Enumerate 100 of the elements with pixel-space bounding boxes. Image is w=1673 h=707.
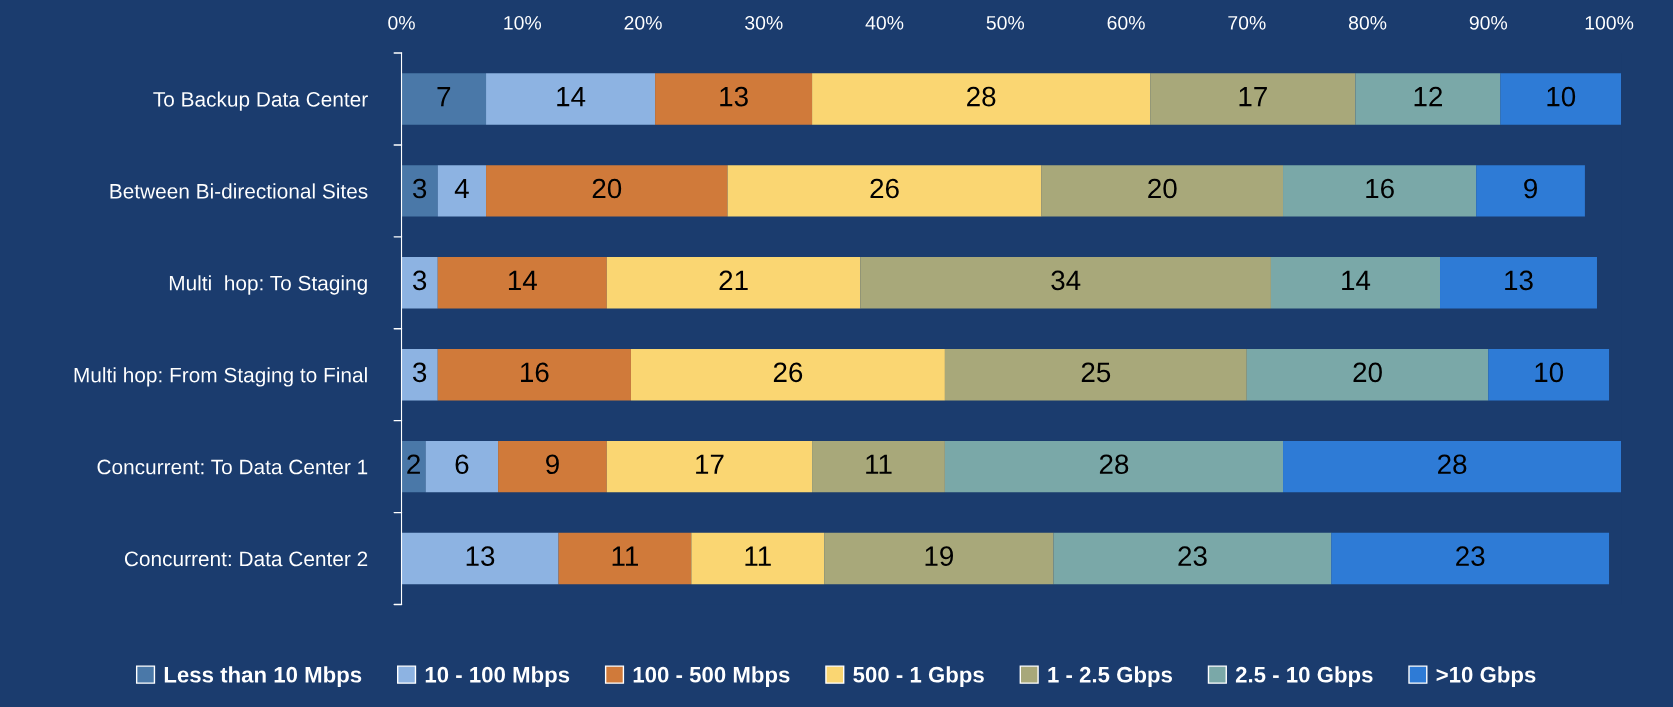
x-tick-label: 0% [388,15,415,30]
data-label: 11 [866,454,892,474]
x-tick-label: 60% [1107,15,1145,30]
bar [691,532,825,585]
data-label: 19 [925,546,954,566]
bar [1500,73,1622,125]
data-label: 26 [773,362,803,383]
bar [1476,165,1585,217]
data-label: 23 [1178,546,1207,566]
legend-label: >10 Gbps [1436,666,1536,687]
legend-label: 2.5 - 10 Gbps [1235,666,1373,687]
bar [401,257,438,309]
bar [727,165,1042,217]
data-label: 11 [612,546,638,566]
data-label: 9 [1524,178,1537,199]
bar [1440,257,1597,309]
y-tick-label: Concurrent: Data Center 2 [124,551,368,567]
bar [1283,440,1622,493]
data-label: 4 [454,178,469,199]
data-label: 26 [870,178,899,199]
bar [1331,532,1610,585]
bar [498,440,607,493]
x-tick-label: 100% [1585,15,1634,30]
data-label: 23 [1456,546,1485,566]
bar [401,348,438,401]
bar [401,73,487,125]
data-label: 16 [1366,178,1394,199]
data-label: 28 [1099,454,1129,475]
y-tick-label: Multi hop: To Staging [169,275,367,295]
bar [1283,165,1477,217]
bar [425,440,499,493]
legend-label: 100 - 500 Mbps [633,666,790,687]
legend-label: Less than 10 Mbps [164,666,362,687]
data-label: 17 [1239,87,1267,107]
data-label: 20 [1148,178,1177,199]
bar [1041,165,1284,217]
legend-label: 500 - 1 Gbps [853,666,984,687]
bar [1053,532,1332,585]
bar [812,440,945,493]
bar [606,257,861,309]
x-tick-label: 10% [504,15,542,30]
data-label: 14 [557,87,586,107]
bar [944,440,1284,493]
data-label: 11 [745,546,771,566]
x-tick-label: 30% [745,15,783,30]
data-label: 16 [521,362,549,383]
data-label: 10 [1547,86,1576,107]
x-tick-label: 20% [624,15,662,30]
y-tick-label: Concurrent: To Data Center 1 [97,459,368,475]
bar [824,532,1054,585]
bar [486,73,656,125]
bar [437,165,487,217]
bar [1150,73,1356,125]
data-label: 20 [1353,362,1382,383]
data-label: 13 [466,546,495,566]
x-tick-label: 80% [1348,15,1387,30]
data-label: 6 [455,454,469,475]
bar [1355,73,1501,125]
x-tick-label: 90% [1469,15,1508,30]
bar [1270,257,1441,309]
data-label: 3 [412,362,427,383]
data-label: 14 [1342,270,1371,290]
data-label: 7 [437,87,451,107]
legend-label: 10 - 100 Mbps [425,666,570,687]
bar [486,165,728,217]
bar [655,73,813,125]
data-label: 13 [1505,270,1533,291]
x-tick-label: 70% [1228,15,1266,30]
data-label: 25 [1081,362,1111,383]
bar [944,348,1247,401]
data-label: 28 [1438,454,1467,475]
x-tick-label: 50% [986,15,1025,30]
data-label: 10 [1535,362,1564,383]
data-label: 28 [967,86,996,107]
data-label: 12 [1414,86,1442,107]
x-tick-label: 40% [865,15,904,30]
y-tick-label: Between Bi-directional Sites [110,183,368,199]
data-label: 13 [720,86,748,107]
bar [630,348,945,401]
bar [558,532,692,585]
data-label: 34 [1051,270,1081,291]
bar [812,73,1151,125]
data-label: 2 [407,454,420,474]
data-label: 3 [412,270,427,291]
data-label: 14 [508,270,537,290]
bar [401,165,438,217]
data-label: 20 [592,178,622,199]
bar [437,257,607,309]
legend-label: 1 - 2.5 Gbps [1048,666,1173,687]
data-label: 17 [696,454,724,474]
data-label: 9 [546,454,559,475]
y-tick-label: To Backup Data Center [153,91,368,111]
bar [1246,348,1489,401]
y-tick-label: Multi hop: From Staging to Final [74,367,367,387]
data-label: 21 [719,270,748,290]
bar [401,532,559,585]
bar [401,440,426,493]
data-label: 3 [412,178,427,199]
bar [860,257,1271,309]
bar [606,440,813,493]
